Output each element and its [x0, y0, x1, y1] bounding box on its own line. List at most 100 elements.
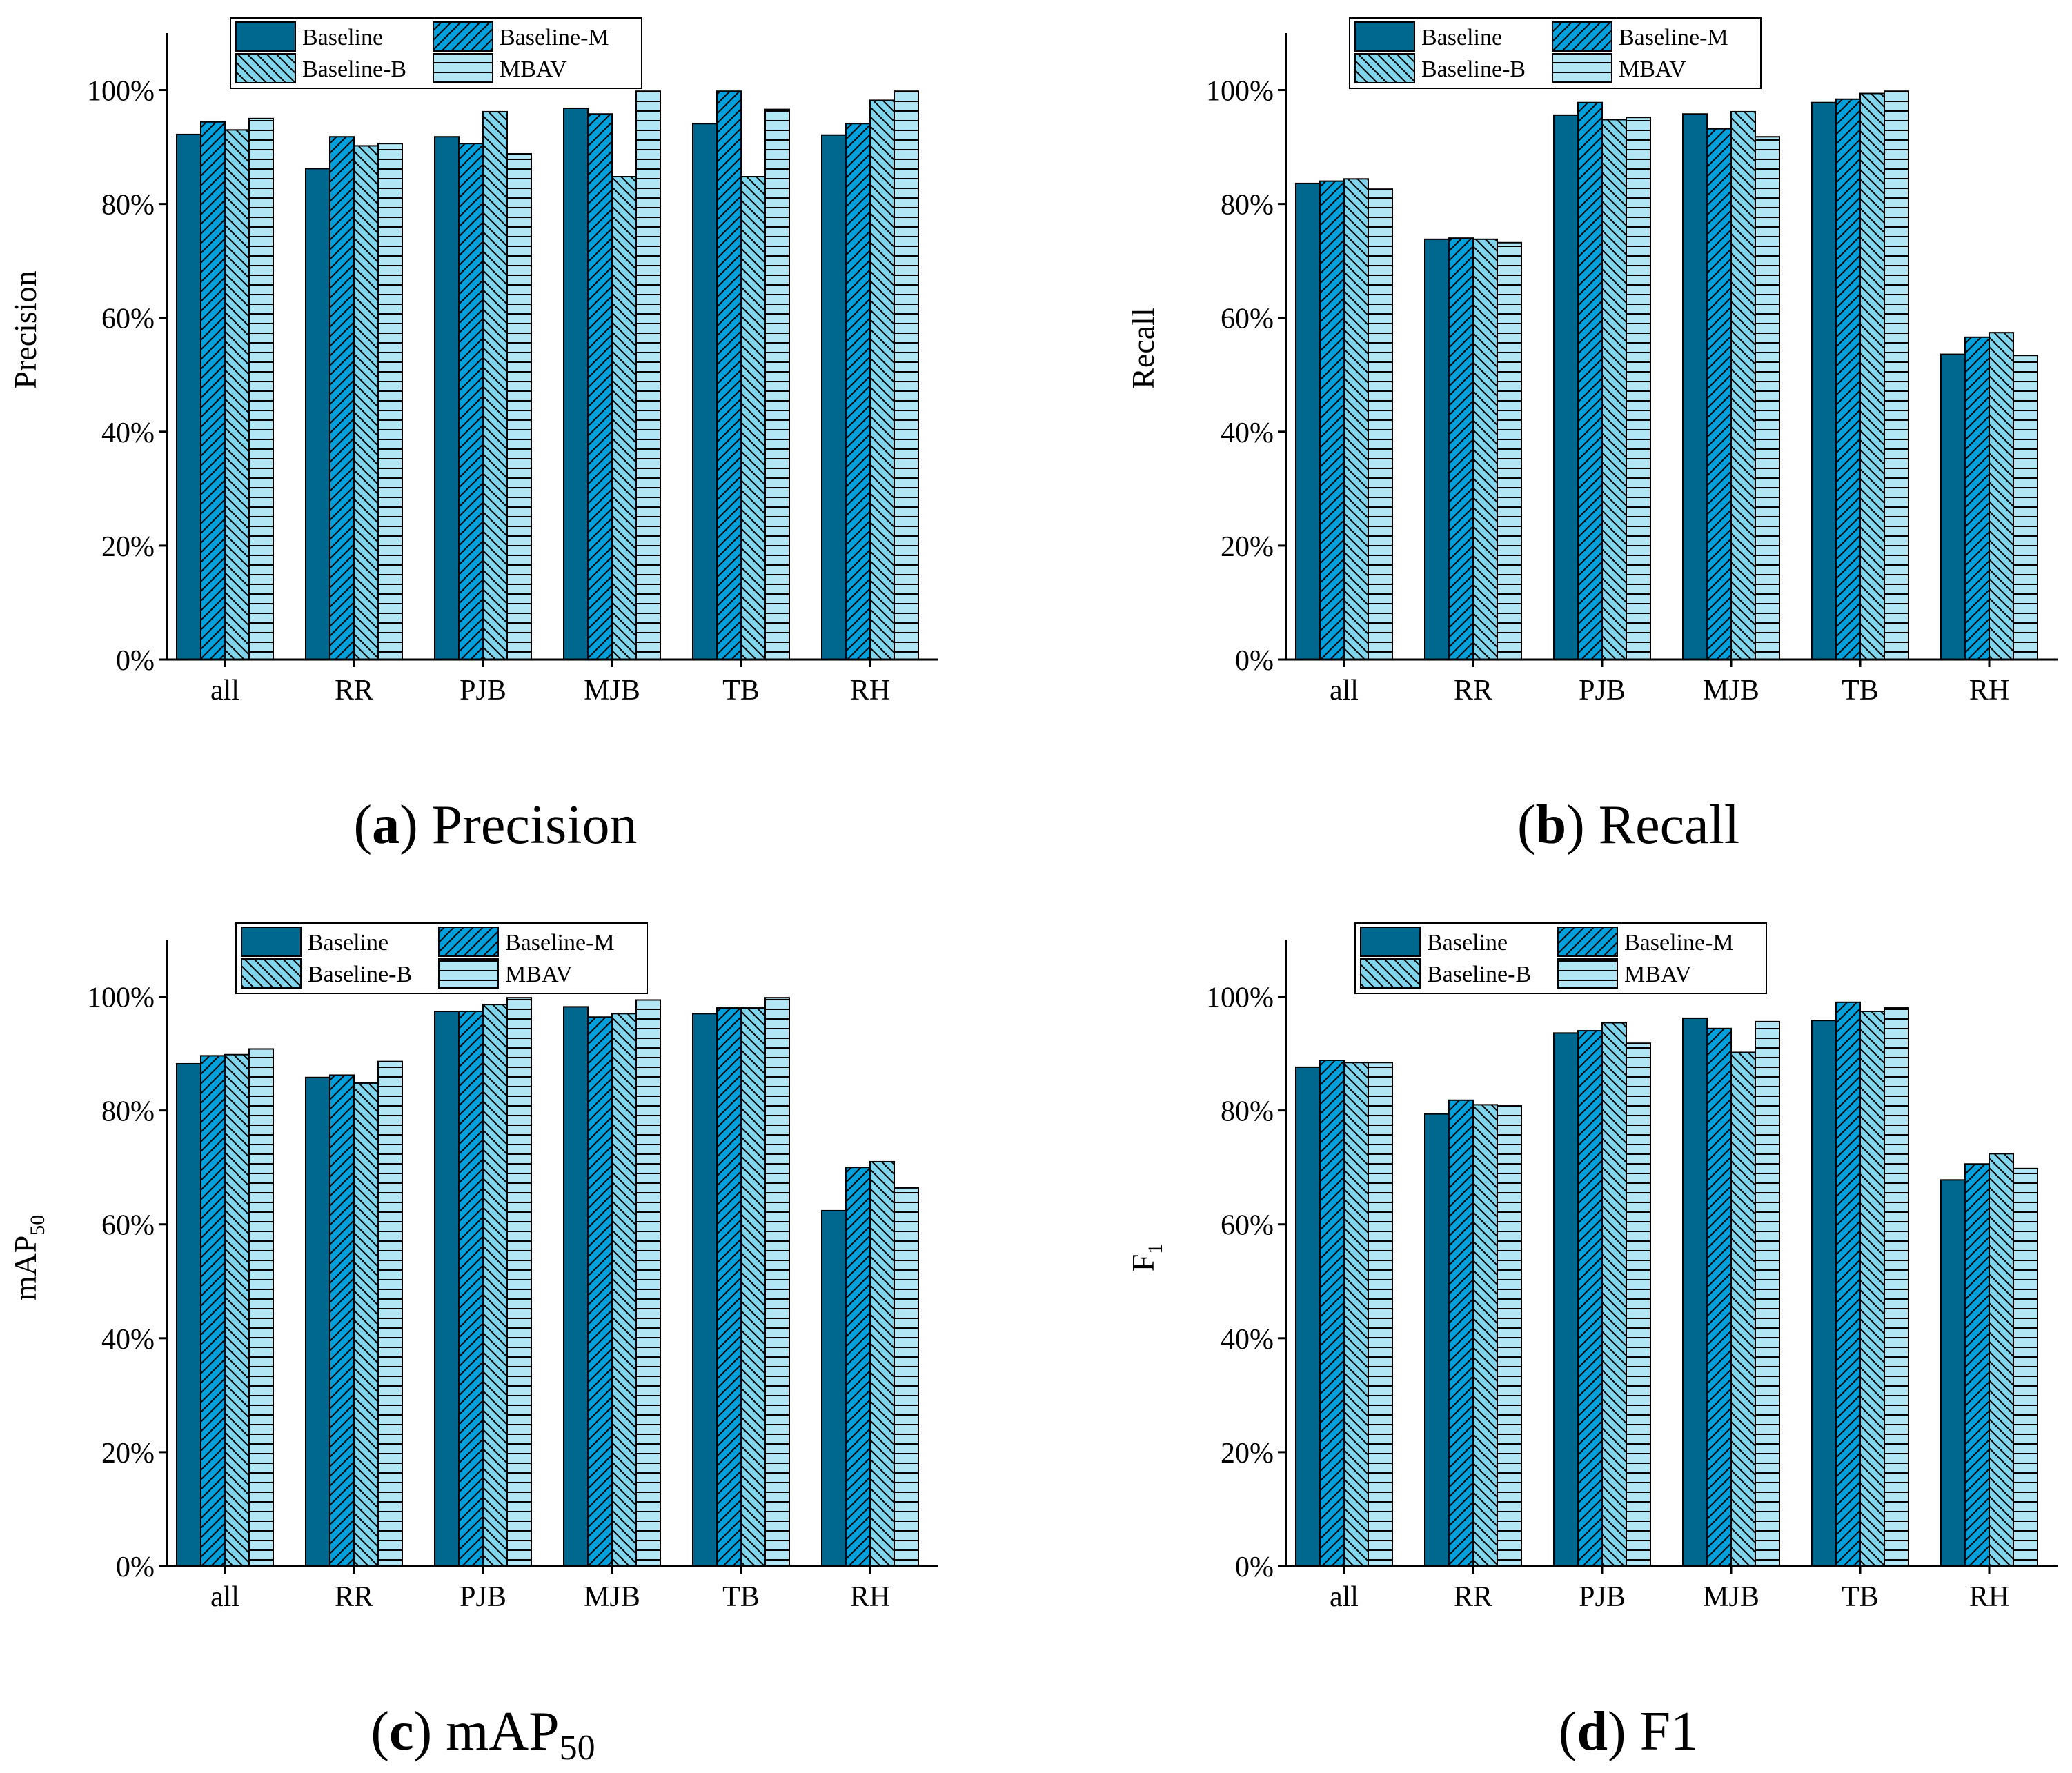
y-axis-label-subscript: 1: [1144, 1244, 1167, 1254]
bar-baseline-rr: [305, 1076, 330, 1567]
bar-mbav-rr: [377, 143, 403, 660]
bar-mbav-mjb: [635, 999, 661, 1567]
y-tick-label: 60%: [101, 304, 155, 335]
y-tick-label: 80%: [1221, 190, 1274, 221]
bar-baseline-b-tb: [740, 1007, 766, 1567]
bar-baseline-all: [176, 133, 201, 660]
legend-swatch: [433, 53, 493, 83]
caption-title: ) F1: [1608, 1701, 1698, 1762]
bar-baseline-m-rh: [845, 123, 871, 661]
bar-baseline-rh: [821, 134, 847, 661]
bar-baseline-b-rh: [1989, 332, 2014, 660]
bar-baseline-m-all: [1319, 1059, 1345, 1567]
bar-baseline-tb: [1811, 101, 1837, 661]
bar-baseline-m-all: [200, 1055, 226, 1567]
panel-caption: (a) Precision: [353, 795, 637, 855]
bar-baseline-b-tb: [1859, 92, 1885, 661]
bar-baseline-mjb: [1682, 113, 1708, 660]
caption-paren-open: (: [1559, 1701, 1577, 1762]
legend-entry: Baseline: [302, 25, 383, 50]
caption-paren-open: (: [1517, 795, 1536, 855]
bar-baseline-b-rh: [869, 1160, 895, 1567]
legend-entry: Baseline-B: [308, 962, 412, 987]
bar-baseline-m-rr: [329, 136, 355, 660]
legend-swatch: [235, 53, 296, 83]
bar-baseline-m-pjb: [458, 1011, 484, 1567]
bar-baseline-b-tb: [1859, 1011, 1885, 1567]
x-tick-label: all: [1330, 1581, 1359, 1613]
legend-swatch: [241, 958, 302, 989]
legend: Baseline Baseline-M Baseline-B MBAV: [230, 17, 642, 89]
legend-swatch: [438, 927, 499, 957]
bar-baseline-rh: [821, 1209, 847, 1567]
bar-mbav-mjb: [1755, 1020, 1780, 1567]
bar-baseline-b-all: [1343, 1062, 1369, 1567]
x-tick-label: MJB: [1703, 1581, 1759, 1613]
caption-tag: c: [389, 1701, 414, 1762]
bar-baseline-mjb: [1682, 1017, 1708, 1567]
bar-baseline-b-all: [224, 1053, 250, 1567]
bar-baseline-mjb: [563, 1006, 589, 1567]
bar-baseline-tb: [692, 1013, 718, 1567]
bar-baseline-rh: [1940, 1179, 1966, 1567]
legend-entry: Baseline-M: [1619, 25, 1728, 50]
x-tick-label: PJB: [1579, 675, 1626, 706]
bar-baseline-b-rr: [353, 1082, 379, 1567]
bar-baseline-b-rr: [1472, 238, 1498, 660]
legend-entry: Baseline-B: [302, 57, 406, 82]
legend-swatch: [241, 927, 302, 957]
bar-baseline-pjb: [434, 136, 460, 660]
bar-baseline-m-mjb: [587, 113, 613, 660]
bar-baseline-m-pjb: [1577, 101, 1603, 661]
bar-baseline-b-pjb: [1601, 119, 1627, 660]
bar-mbav-tb: [764, 108, 790, 661]
legend-entry: Baseline-B: [1421, 57, 1526, 82]
legend-swatch: [1552, 53, 1612, 83]
panel-caption: (b) Recall: [1517, 795, 1739, 855]
x-tick-label: MJB: [1703, 675, 1759, 706]
bar-baseline-b-all: [224, 129, 250, 660]
x-tick-label: all: [1330, 675, 1359, 706]
x-tick-label: MJB: [584, 1581, 640, 1613]
bar-mbav-mjb: [635, 90, 661, 661]
bar-baseline-m-rh: [1964, 1163, 1990, 1567]
bar-baseline-pjb: [434, 1011, 460, 1567]
x-tick-label: all: [210, 675, 239, 706]
y-tick-label: 80%: [1221, 1096, 1274, 1128]
y-tick-label: 40%: [1221, 417, 1274, 449]
bar-mbav-pjb: [506, 997, 532, 1567]
legend: Baseline Baseline-M Baseline-B MBAV: [1349, 17, 1762, 89]
bar-baseline-pjb: [1553, 114, 1579, 660]
x-tick-label: RR: [335, 1581, 373, 1613]
x-tick-label: RH: [1969, 675, 2009, 706]
bar-mbav-rh: [894, 1187, 919, 1567]
caption-title: ) mAP: [414, 1701, 560, 1762]
caption-tag: a: [372, 795, 399, 855]
bar-baseline-b-all: [1343, 178, 1369, 661]
bar-baseline-all: [1295, 182, 1321, 661]
bar-baseline-m-mjb: [1706, 128, 1732, 660]
caption-paren-open: (: [371, 1701, 389, 1762]
y-tick-label: 20%: [1221, 531, 1274, 563]
bar-baseline-m-rr: [1448, 1099, 1474, 1567]
y-axis-label: F1: [1125, 1244, 1167, 1272]
panel-caption: (d) F1: [1559, 1701, 1698, 1762]
x-tick-label: RR: [1454, 1581, 1492, 1613]
bar-baseline-b-rh: [869, 99, 895, 661]
bar-mbav-pjb: [1626, 1042, 1651, 1567]
x-tick-label: TB: [722, 1581, 760, 1613]
bar-baseline-b-pjb: [1601, 1022, 1627, 1567]
legend-swatch: [1360, 958, 1421, 989]
legend-swatch: [235, 21, 296, 52]
x-tick-label: RH: [850, 1581, 890, 1613]
y-tick-label: 100%: [87, 982, 155, 1014]
bar-mbav-rh: [2013, 1167, 2038, 1567]
legend-swatch: [1360, 927, 1421, 957]
x-tick-label: RR: [335, 675, 373, 706]
bar-mbav-all: [1368, 1062, 1393, 1567]
panel-d: 0% 20% 40% 60% 80% 100% all RR PJB MJB TB RH F1 Basel…: [1125, 922, 2058, 1762]
bar-mbav-pjb: [1626, 117, 1651, 660]
x-tick-label: PJB: [460, 1581, 506, 1613]
bar-mbav-mjb: [1755, 136, 1780, 660]
y-tick-label: 100%: [1206, 982, 1274, 1014]
